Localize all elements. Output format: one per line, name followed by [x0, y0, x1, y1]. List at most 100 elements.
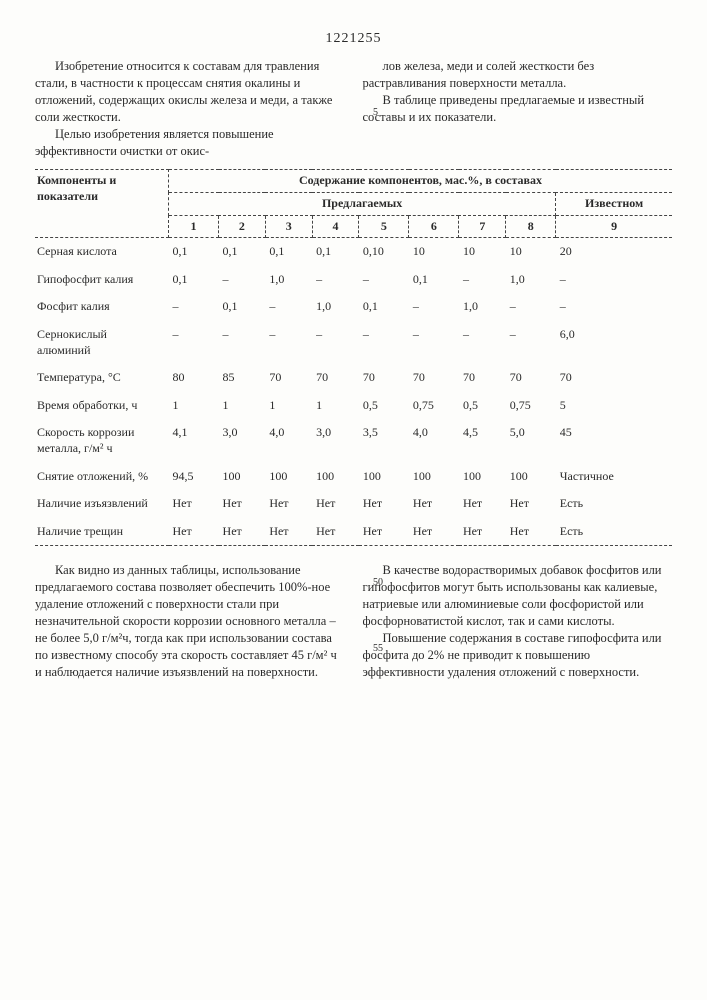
cell: 70: [459, 364, 506, 392]
cell: 0,75: [409, 392, 459, 420]
cell: Нет: [409, 490, 459, 518]
cell: Нет: [409, 518, 459, 546]
row-label: Сернокислый алюминий: [35, 321, 169, 364]
row-label: Скорость коррозии металла, г/м² ч: [35, 419, 169, 462]
cell: –: [312, 266, 359, 294]
cell: 20: [556, 238, 672, 266]
cell: Есть: [556, 518, 672, 546]
cell: –: [459, 266, 506, 294]
right-top-paragraph-2: В таблице приведены предлагаемые и извес…: [363, 92, 673, 126]
row-label: Фосфит калия: [35, 293, 169, 321]
row-label: Наличие изъязвлений: [35, 490, 169, 518]
cell: –: [359, 321, 409, 364]
left-bot-paragraph-1: Как видно из данных таблицы, использован…: [35, 562, 345, 680]
cell: 1: [169, 392, 219, 420]
table-row: Скорость коррозии металла, г/м² ч4,13,04…: [35, 419, 672, 462]
col-3: 3: [265, 215, 312, 238]
cell: 6,0: [556, 321, 672, 364]
cell: 80: [169, 364, 219, 392]
col-9: 9: [556, 215, 672, 238]
cell: Есть: [556, 490, 672, 518]
cell: 0,1: [265, 238, 312, 266]
cell: –: [169, 293, 219, 321]
table-header-label: Компоненты и показатели: [35, 170, 169, 238]
cell: 94,5: [169, 463, 219, 491]
cell: 70: [359, 364, 409, 392]
cell: 0,75: [506, 392, 556, 420]
cell: Нет: [312, 490, 359, 518]
cell: Нет: [169, 490, 219, 518]
cell: –: [556, 293, 672, 321]
cell: –: [265, 321, 312, 364]
cell: 0,1: [409, 266, 459, 294]
cell: –: [506, 321, 556, 364]
composition-table: Компоненты и показатели Содержание компо…: [35, 169, 672, 546]
cell: 10: [459, 238, 506, 266]
cell: Нет: [506, 490, 556, 518]
table-row: Сернокислый алюминий––––––––6,0: [35, 321, 672, 364]
cell: Нет: [459, 518, 506, 546]
right-column-top: лов железа, меди и солей жесткости без р…: [363, 58, 673, 159]
cell: 45: [556, 419, 672, 462]
col-7: 7: [459, 215, 506, 238]
right-column-bottom: В качестве водорастворимых добавок фосфи…: [363, 562, 673, 680]
cell: 0,10: [359, 238, 409, 266]
cell: 0,1: [169, 266, 219, 294]
top-text-columns: Изобретение относится к составам для тра…: [35, 58, 672, 159]
document-number: 1221255: [35, 30, 672, 48]
cell: 1,0: [312, 293, 359, 321]
table-row: Время обработки, ч11110,50,750,50,755: [35, 392, 672, 420]
left-top-paragraph-1: Изобретение относится к составам для тра…: [35, 58, 345, 126]
row-label: Гипофосфит калия: [35, 266, 169, 294]
right-top-paragraph-1: лов железа, меди и солей жесткости без р…: [363, 58, 673, 92]
cell: 70: [506, 364, 556, 392]
cell: 100: [506, 463, 556, 491]
col-8: 8: [506, 215, 556, 238]
cell: 4,1: [169, 419, 219, 462]
cell: 1: [265, 392, 312, 420]
cell: –: [169, 321, 219, 364]
cell: 4,0: [265, 419, 312, 462]
cell: 0,1: [219, 238, 266, 266]
cell: 100: [219, 463, 266, 491]
cell: 100: [265, 463, 312, 491]
cell: –: [459, 321, 506, 364]
cell: Нет: [506, 518, 556, 546]
table-row: Температура, °С808570707070707070: [35, 364, 672, 392]
cell: 1,0: [459, 293, 506, 321]
cell: 10: [409, 238, 459, 266]
col-5: 5: [359, 215, 409, 238]
cell: 10: [506, 238, 556, 266]
cell: 4,5: [459, 419, 506, 462]
table-row: Фосфит калия–0,1–1,00,1–1,0––: [35, 293, 672, 321]
table-header-proposed: Предлагаемых: [169, 193, 556, 216]
cell: Нет: [459, 490, 506, 518]
row-label: Снятие отложений, %: [35, 463, 169, 491]
cell: 5,0: [506, 419, 556, 462]
cell: –: [409, 293, 459, 321]
cell: Частичное: [556, 463, 672, 491]
row-label: Серная кислота: [35, 238, 169, 266]
left-column-top: Изобретение относится к составам для тра…: [35, 58, 345, 159]
cell: Нет: [169, 518, 219, 546]
cell: 0,1: [169, 238, 219, 266]
cell: 3,5: [359, 419, 409, 462]
cell: 0,5: [359, 392, 409, 420]
line-marker-50: 50: [373, 576, 383, 589]
cell: –: [219, 266, 266, 294]
right-bot-paragraph-2: Повышение содержания в составе гипофосфи…: [363, 630, 673, 681]
cell: 100: [459, 463, 506, 491]
cell: 0,1: [219, 293, 266, 321]
cell: Нет: [312, 518, 359, 546]
cell: 1,0: [265, 266, 312, 294]
cell: Нет: [359, 518, 409, 546]
col-2: 2: [219, 215, 266, 238]
cell: 1,0: [506, 266, 556, 294]
cell: –: [409, 321, 459, 364]
right-bot-paragraph-1: В качестве водорастворимых добавок фосфи…: [363, 562, 673, 630]
cell: 1: [219, 392, 266, 420]
line-marker-55: 55: [373, 642, 383, 655]
table-header-known: Известном: [556, 193, 672, 216]
left-top-paragraph-2: Целью изобретения является повышение эфф…: [35, 126, 345, 160]
cell: 100: [359, 463, 409, 491]
